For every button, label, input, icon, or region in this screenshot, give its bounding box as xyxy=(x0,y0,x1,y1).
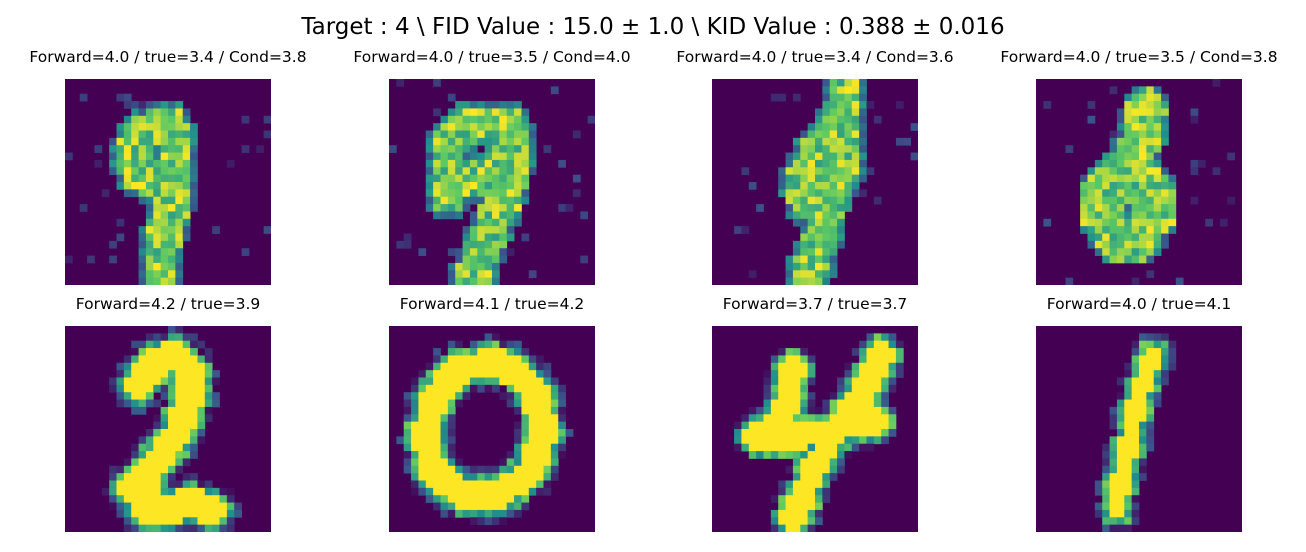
panel-title: Forward=4.0 / true=3.5 / Cond=3.8 xyxy=(1000,48,1278,66)
panel-title: Forward=4.0 / true=3.4 / Cond=3.6 xyxy=(676,48,954,66)
panel-title: Forward=4.0 / true=3.5 / Cond=4.0 xyxy=(353,48,631,66)
digit-panel xyxy=(65,79,271,285)
digit-panel xyxy=(65,326,271,532)
digit-image xyxy=(65,79,271,285)
digit-panel xyxy=(1036,79,1242,285)
digit-image xyxy=(1036,326,1242,532)
digit-image xyxy=(1036,79,1242,285)
digit-image xyxy=(389,79,595,285)
digit-panel xyxy=(389,79,595,285)
digit-image xyxy=(712,326,918,532)
figure-title: Target : 4 \ FID Value : 15.0 ± 1.0 \ KI… xyxy=(301,14,1005,40)
panel-title: Forward=4.0 / true=3.4 / Cond=3.8 xyxy=(29,48,307,66)
digit-panel xyxy=(712,79,918,285)
panel-title: Forward=4.1 / true=4.2 xyxy=(399,295,585,313)
panel-title: Forward=4.0 / true=4.1 xyxy=(1046,295,1232,313)
digit-panel xyxy=(712,326,918,532)
digit-image xyxy=(712,79,918,285)
digit-image xyxy=(65,326,271,532)
panel-title: Forward=4.2 / true=3.9 xyxy=(75,295,261,313)
digit-panel xyxy=(389,326,595,532)
digit-image xyxy=(389,326,595,532)
digit-panel xyxy=(1036,326,1242,532)
panel-title: Forward=3.7 / true=3.7 xyxy=(722,295,908,313)
